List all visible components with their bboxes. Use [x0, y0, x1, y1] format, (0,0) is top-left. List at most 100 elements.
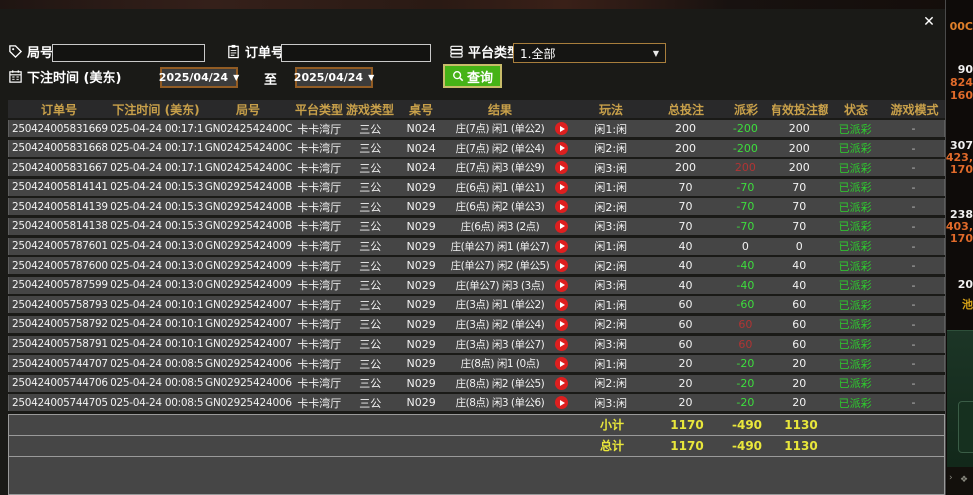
col-header-valid: 有效投注额 [772, 102, 828, 117]
play-icon[interactable] [555, 219, 569, 233]
order-number-cell: 250424005744706 [12, 377, 108, 390]
calendar-icon [8, 69, 23, 84]
date-to-picker[interactable]: 2025/04/24 ▼ [293, 67, 374, 88]
order-number-cell: 250424005758793 [12, 298, 108, 311]
game-type-cell: 三公 [359, 396, 382, 410]
play-icon[interactable] [555, 298, 569, 312]
table-number-cell: N029 [406, 337, 436, 351]
platform-type-select[interactable]: 1.全部 ▼ [513, 43, 666, 63]
table-totals: 小计 1170 -490 1130 总计 1170 -490 1130 [8, 413, 945, 495]
game-mode-cell: - [911, 298, 916, 312]
date-from-value: 2025/04/24 [158, 71, 229, 84]
platform-cell: 卡卡湾厅 [297, 220, 342, 234]
round-number-cell: GN0242542400C [204, 122, 293, 135]
game-mode-cell: - [911, 337, 916, 351]
platform-cell: 卡卡湾厅 [297, 377, 342, 391]
platform-cell: 卡卡湾厅 [297, 200, 342, 214]
play-icon[interactable] [555, 357, 569, 371]
total-bet-cell: 40 [678, 278, 693, 292]
table-row: 250424005787601 2025-04-24 00:13:00 GN02… [8, 237, 945, 255]
table-number-cell: N029 [406, 357, 436, 371]
round-number-input[interactable] [52, 44, 205, 62]
date-to-value: 2025/04/24 [293, 71, 364, 84]
play-icon[interactable] [555, 396, 569, 410]
play-icon[interactable] [555, 376, 569, 390]
table-row: 250424005758792 2025-04-24 00:10:13 GN02… [8, 315, 945, 333]
table-row: 250424005814138 2025-04-24 00:15:36 GN02… [8, 217, 945, 235]
order-number-cell: 250424005831668 [12, 142, 108, 155]
col-header-payout: 派彩 [733, 102, 758, 117]
background-fragment: 90 [957, 63, 973, 76]
valid-bet-cell: 60 [792, 298, 807, 312]
result-cell: 庄(3点) 闲1 (单公2) [455, 299, 545, 312]
play-icon[interactable] [555, 141, 569, 155]
platform-type-group: 平台类型 [449, 42, 520, 61]
table-number-cell: N029 [406, 298, 436, 312]
valid-bet-cell: 200 [788, 141, 810, 155]
col-header-platform: 平台类型 [294, 102, 343, 117]
game-type-cell: 三公 [359, 161, 382, 175]
play-icon[interactable] [555, 200, 569, 214]
game-mode-cell: - [911, 180, 916, 194]
play-type-cell: 闲2:闲 [594, 377, 628, 391]
order-number-cell: 250424005814141 [12, 181, 108, 194]
background-game-table [947, 330, 973, 467]
bet-time-cell: 2025-04-24 00:10:13 [110, 338, 203, 351]
status-badge: 已派彩 [838, 259, 872, 273]
order-number-cell: 250424005831667 [12, 161, 108, 174]
round-number-cell: GN0292542400B [204, 200, 293, 213]
order-number-cell: 250424005831669 [12, 122, 108, 135]
query-button[interactable]: 查询 [443, 64, 503, 88]
subtotal-label: 小计 [599, 418, 624, 433]
payout-cell: -200 [732, 141, 758, 155]
table-row: 250424005831668 2025-04-24 00:17:18 GN02… [8, 139, 945, 157]
background-fragment: 170 [950, 232, 973, 245]
table-row: 250424005758793 2025-04-24 00:10:13 GN02… [8, 296, 945, 314]
replay-cell [554, 375, 570, 392]
result-cell: 庄(单公7) 闲2 (单公5) [450, 260, 550, 273]
play-icon[interactable] [555, 317, 569, 331]
valid-bet-cell: 200 [788, 161, 810, 175]
replay-cell [554, 394, 570, 411]
round-number-group: 局号 [8, 42, 53, 61]
table-number-cell: N029 [406, 200, 436, 214]
round-number-cell: GN02925424007 [205, 298, 292, 311]
game-type-cell: 三公 [359, 181, 382, 195]
date-from-picker[interactable]: 2025/04/24 ▼ [158, 67, 239, 88]
background-fragment: 403, [945, 220, 973, 233]
col-header-status: 状态 [843, 102, 868, 117]
play-icon[interactable] [555, 122, 569, 135]
round-number-cell: GN0292542400B [204, 220, 293, 233]
play-icon[interactable] [555, 180, 569, 194]
total-bet-cell: 70 [678, 200, 693, 214]
status-badge: 已派彩 [838, 318, 872, 332]
background-fragment: 307 [950, 139, 973, 152]
total-bet-cell: 60 [678, 337, 693, 351]
subtotal-total: 1170 [670, 417, 704, 432]
order-number-cell: 250424005758791 [12, 338, 108, 351]
table-number-cell: N029 [406, 376, 436, 390]
payout-cell: -200 [732, 122, 758, 135]
table-header-row: 订单号 下注时间 (美东) 局号 平台类型 游戏类型 桌号 结果 玩法 总投注 … [8, 100, 945, 118]
order-number-input[interactable] [281, 44, 431, 62]
table-row: 250424005758791 2025-04-24 00:10:13 GN02… [8, 335, 945, 353]
col-header-play [554, 100, 570, 118]
close-icon[interactable]: ✕ [923, 14, 935, 30]
background-fragment: 238 [950, 208, 973, 221]
tag-icon [8, 44, 23, 59]
valid-bet-cell: 70 [792, 219, 807, 233]
play-icon[interactable] [555, 161, 569, 175]
platform-cell: 卡卡湾厅 [297, 279, 342, 293]
valid-bet-cell: 60 [792, 317, 807, 331]
play-icon[interactable] [555, 239, 569, 253]
play-icon[interactable] [555, 337, 569, 351]
background-panel [958, 401, 973, 453]
col-header-order: 订单号 [40, 102, 77, 117]
game-mode-cell: - [911, 141, 916, 155]
play-icon[interactable] [555, 278, 569, 292]
background-fragment: 00C [949, 20, 973, 33]
play-icon[interactable] [555, 259, 569, 273]
game-type-cell: 三公 [359, 318, 382, 332]
bet-time-cell: 2025-04-24 00:17:18 [110, 161, 203, 174]
valid-bet-cell: 40 [792, 259, 807, 273]
